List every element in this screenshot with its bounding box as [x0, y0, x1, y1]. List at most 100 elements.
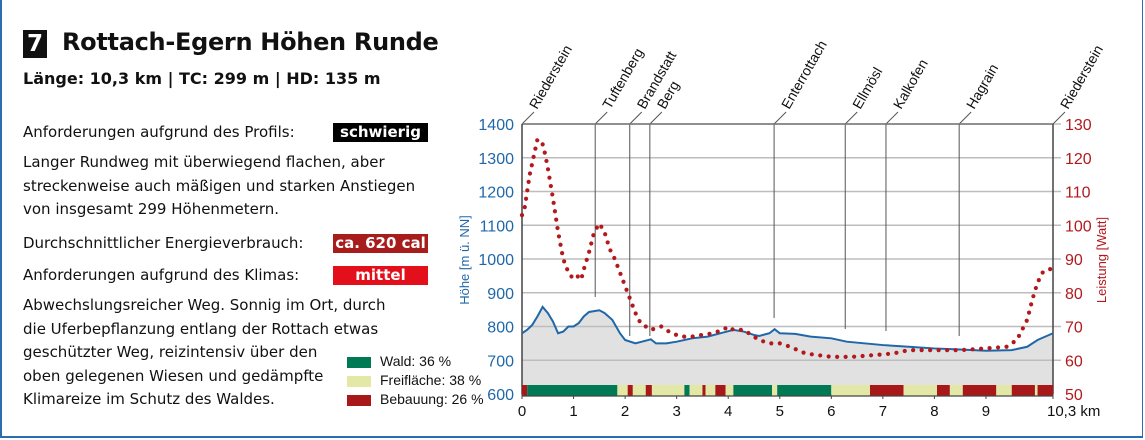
landcover-segment-bebauung [937, 385, 950, 396]
power-dot [809, 352, 814, 357]
y-tick-label-right: 60 [1065, 353, 1083, 370]
power-dot [579, 274, 585, 279]
power-dot [987, 346, 992, 351]
power-dot [826, 354, 831, 359]
power-dot [801, 350, 806, 355]
power-dot [627, 295, 632, 300]
power-dot [753, 335, 758, 340]
text-line: Abwechslungsreicher Weg. Sonnig im Ort, … [23, 296, 386, 314]
y-tick-label-left: 600 [487, 387, 514, 404]
landmark-label: Ellmösl [849, 64, 885, 111]
landcover-segment-frei [632, 385, 646, 396]
landcover-segment-frei [772, 385, 778, 396]
text-line: oben gelegenen Wiesen und gedämpfte [23, 366, 324, 385]
landcover-segment-frei [1034, 385, 1038, 396]
y-tick-label-left: 800 [487, 320, 514, 337]
y-tick-label-left: 1100 [480, 218, 515, 235]
text-line: geschützter Weg, reizintensiv über den [23, 343, 318, 361]
power-dot [666, 329, 671, 334]
power-dot [673, 332, 679, 337]
x-tick-label: 8 [930, 403, 938, 420]
power-dot [738, 327, 743, 332]
power-dot [550, 192, 555, 197]
landcover-segment-frei [903, 385, 938, 396]
power-dot [551, 200, 556, 205]
y-tick-label-right: 90 [1065, 252, 1083, 269]
x-tick-label: 5 [776, 403, 784, 420]
y-tick-label-right: 100 [1065, 218, 1092, 235]
power-dot [558, 242, 563, 247]
y-tick-label-right: 120 [1065, 151, 1092, 168]
climate-requirement-label: Anforderungen aufgrund des Klimas: [23, 266, 300, 284]
power-dot [877, 352, 882, 357]
legend-swatch [347, 394, 371, 406]
power-dot [637, 318, 642, 324]
power-dot [624, 287, 629, 292]
power-dot [605, 240, 610, 245]
landcover-segment-wald [527, 385, 618, 396]
landcover-segment-bebauung [869, 385, 904, 396]
y-tick-label-right: 130 [1065, 117, 1092, 134]
power-dot [554, 217, 559, 222]
power-dot [1036, 278, 1041, 283]
y-tick-label-left: 1300 [478, 151, 514, 168]
power-dot [630, 303, 635, 308]
x-tick-label: 4 [724, 403, 732, 420]
power-dot [584, 257, 589, 262]
power-dot [746, 330, 751, 336]
power-dot [556, 234, 562, 239]
power-dot [522, 205, 527, 210]
landcover-segment-wald [684, 385, 690, 396]
power-dot [594, 225, 599, 230]
landcover-segment-frei [689, 385, 703, 396]
legend-label: Freifläche: 38 % [380, 372, 482, 388]
elevation-line [521, 305, 1054, 352]
power-dot [928, 348, 933, 353]
x-tick-label: 0 [518, 403, 526, 420]
power-dot [523, 196, 529, 201]
power-dot [936, 348, 941, 353]
landmark-leader [594, 111, 608, 125]
x-tick-label: 9 [982, 403, 990, 420]
power-dot [818, 353, 823, 358]
legend-label: Wald: 36 % [380, 353, 452, 369]
power-dot [785, 343, 790, 349]
landmark-leader [958, 111, 972, 125]
power-dot [542, 150, 547, 155]
power-dot [533, 146, 538, 151]
y-tick-label-left: 900 [487, 286, 514, 303]
legend-label: Bebauung: 26 % [380, 391, 484, 407]
legend-wald: Wald: 36 % [347, 353, 451, 369]
landmark-label: Hagrain [963, 61, 1001, 111]
power-dot [545, 167, 551, 172]
landcover-segment-frei [949, 385, 963, 396]
power-dot [633, 311, 638, 316]
power-dot [690, 334, 695, 339]
y-tick-label-right: 110 [1065, 185, 1091, 202]
power-dot [575, 274, 580, 279]
landmark-leader [885, 111, 899, 125]
power-dot [953, 348, 958, 353]
climate-badge: mittel [333, 266, 428, 285]
y-tick-label-right: 80 [1065, 286, 1083, 303]
power-dot [707, 331, 712, 336]
landcover-segment-bebauung [1011, 385, 1035, 396]
power-dot [1024, 318, 1029, 323]
power-dot [1016, 333, 1022, 339]
power-dot [1011, 340, 1016, 345]
y-tick-label-left: 700 [487, 353, 514, 370]
landmark-leader [649, 111, 663, 125]
text-line: von insgesamt 299 Höhenmetern. [23, 200, 280, 218]
power-dot [769, 341, 774, 346]
power-dot [547, 175, 552, 180]
landmark-leader [521, 111, 535, 125]
power-dot [919, 348, 924, 353]
power-dot [793, 347, 798, 352]
power-dot [591, 233, 596, 238]
x-tick-label: 1 [569, 403, 577, 420]
x-tick-label: 2 [621, 403, 629, 420]
landmark-leader [773, 111, 787, 125]
power-dot [659, 324, 664, 329]
power-dot [1026, 310, 1032, 315]
